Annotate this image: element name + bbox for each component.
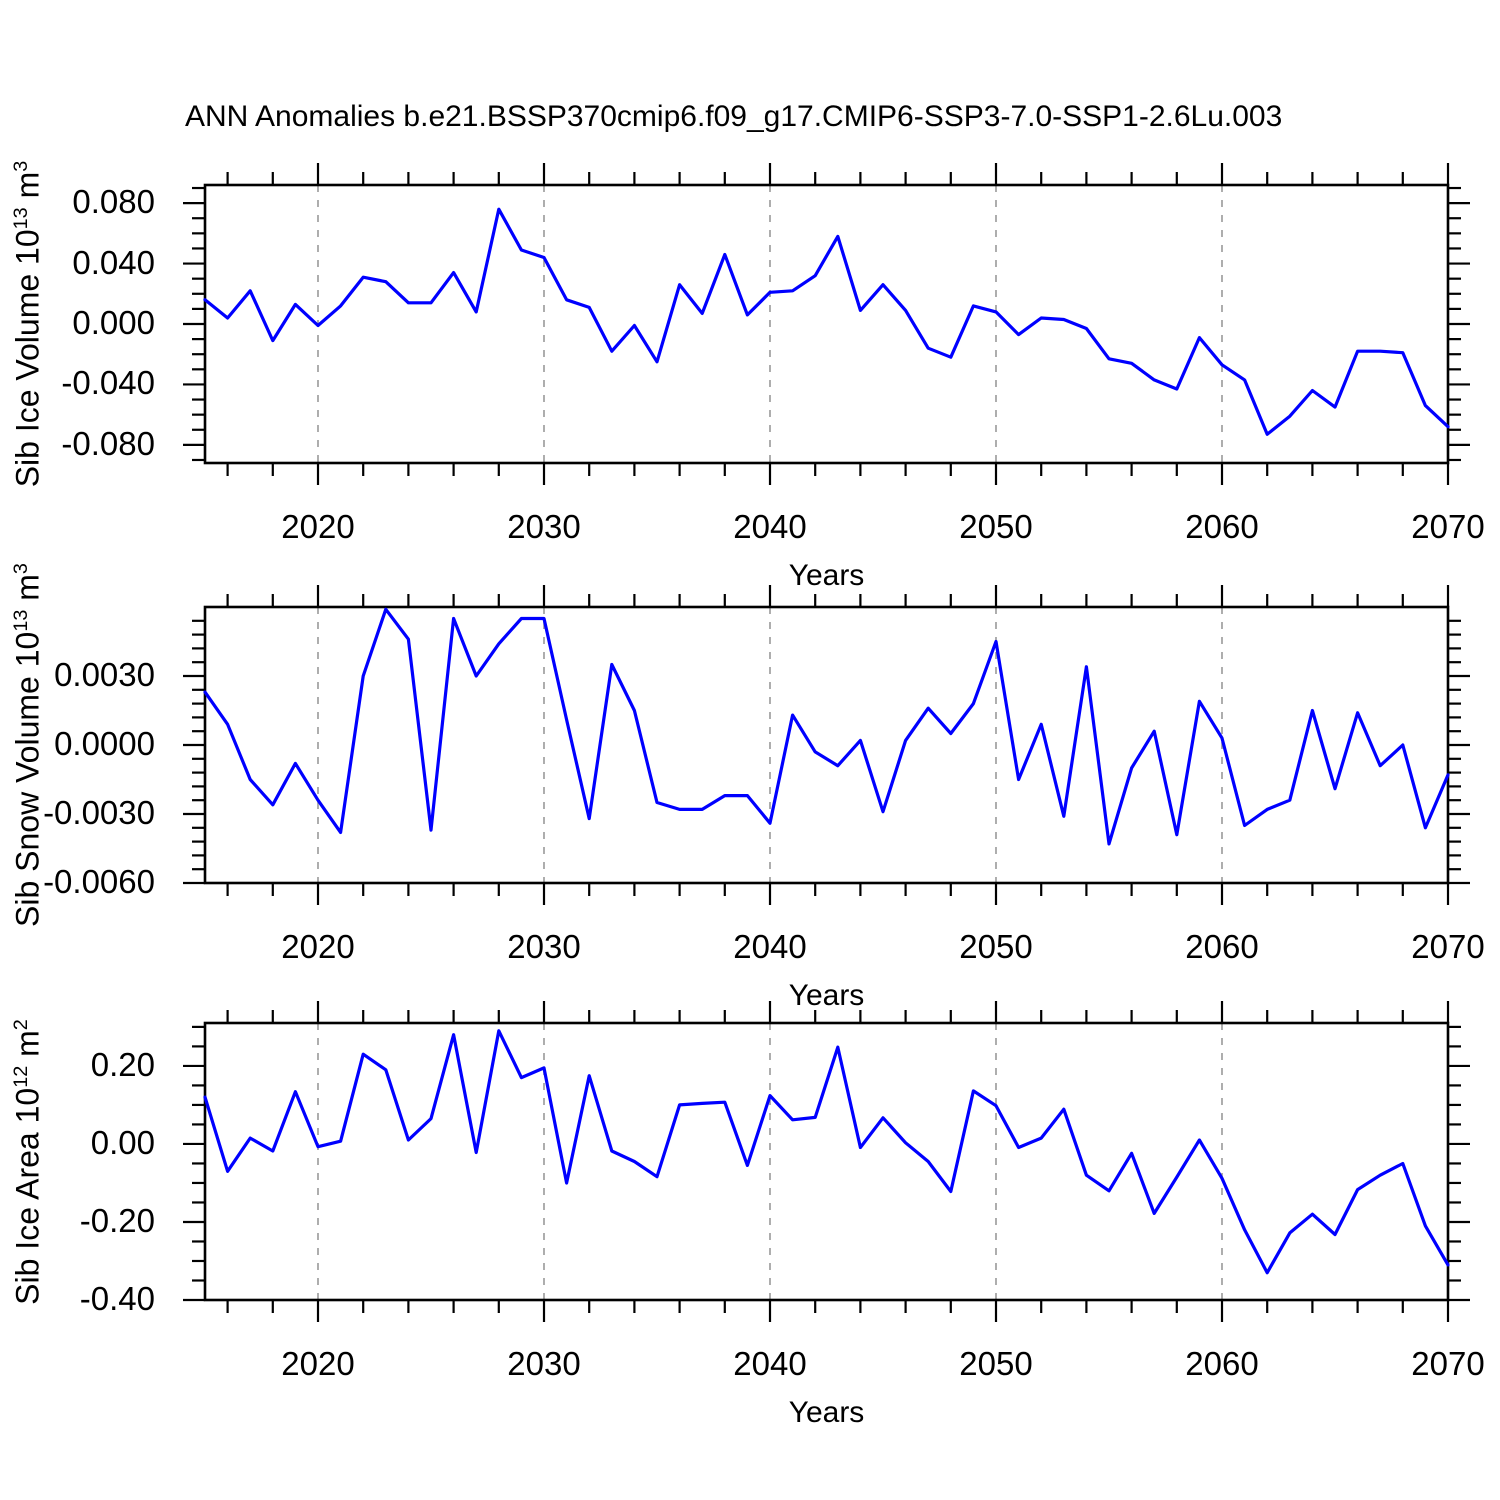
series-line-panel-2 bbox=[203, 607, 1450, 846]
y-axis-title: Sib Ice Volume 1013 m3 bbox=[9, 160, 46, 488]
y-tick-label: -0.20 bbox=[79, 1201, 155, 1239]
x-tick-label: 2030 bbox=[507, 1345, 581, 1382]
x-tick-label: 2030 bbox=[507, 508, 581, 545]
panel-frame bbox=[203, 605, 1450, 885]
x-tick-label: 2040 bbox=[733, 508, 807, 545]
x-axis-title: Years bbox=[788, 979, 865, 1012]
y-tick-label: -0.40 bbox=[79, 1280, 155, 1317]
y-tick-label: -0.080 bbox=[61, 424, 155, 462]
x-tick-label: 2050 bbox=[959, 1345, 1033, 1382]
y-tick-label: 0.00 bbox=[90, 1123, 155, 1161]
y-tick-label: 0.20 bbox=[90, 1045, 155, 1083]
series-line-panel-3 bbox=[203, 1029, 1450, 1275]
x-tick-label: 2050 bbox=[959, 508, 1033, 545]
x-tick-label: 2060 bbox=[1185, 928, 1259, 965]
y-tick-label: -0.0060 bbox=[43, 863, 155, 900]
x-tick-label: 2050 bbox=[959, 928, 1033, 965]
y-tick-label: -0.040 bbox=[61, 364, 155, 402]
x-tick-label: 2060 bbox=[1185, 1345, 1259, 1382]
x-axis-title: Years bbox=[788, 1396, 865, 1429]
y-tick-label: 0.080 bbox=[72, 183, 155, 221]
x-tick-label: 2070 bbox=[1411, 928, 1485, 965]
x-tick-label: 2070 bbox=[1411, 1345, 1485, 1382]
x-tick-label: 2020 bbox=[281, 508, 355, 545]
x-tick-label: 2020 bbox=[281, 928, 355, 965]
x-tick-label: 2020 bbox=[281, 1345, 355, 1382]
y-tick-label: 0.0030 bbox=[54, 656, 155, 693]
y-tick-label: -0.0030 bbox=[43, 794, 155, 831]
x-tick-label: 2070 bbox=[1411, 508, 1485, 545]
panel-frame bbox=[203, 1021, 1450, 1302]
x-tick-label: 2040 bbox=[733, 928, 807, 965]
series-line-panel-1 bbox=[203, 207, 1450, 436]
x-tick-label: 2040 bbox=[733, 1345, 807, 1382]
y-axis-title: Sib Ice Area 1012 m2 bbox=[9, 1018, 46, 1305]
y-tick-label: 0.040 bbox=[72, 243, 155, 281]
x-tick-label: 2030 bbox=[507, 928, 581, 965]
x-tick-label: 2060 bbox=[1185, 508, 1259, 545]
panel-frame bbox=[203, 183, 1450, 465]
x-axis-title: Years bbox=[788, 559, 865, 592]
y-tick-label: 0.0000 bbox=[54, 725, 155, 762]
figure-title: ANN Anomalies b.e21.BSSP370cmip6.f09_g17… bbox=[185, 100, 1283, 133]
y-tick-label: 0.000 bbox=[72, 304, 155, 341]
y-axis-title: Sib Snow Volume 1013 m3 bbox=[9, 563, 46, 927]
